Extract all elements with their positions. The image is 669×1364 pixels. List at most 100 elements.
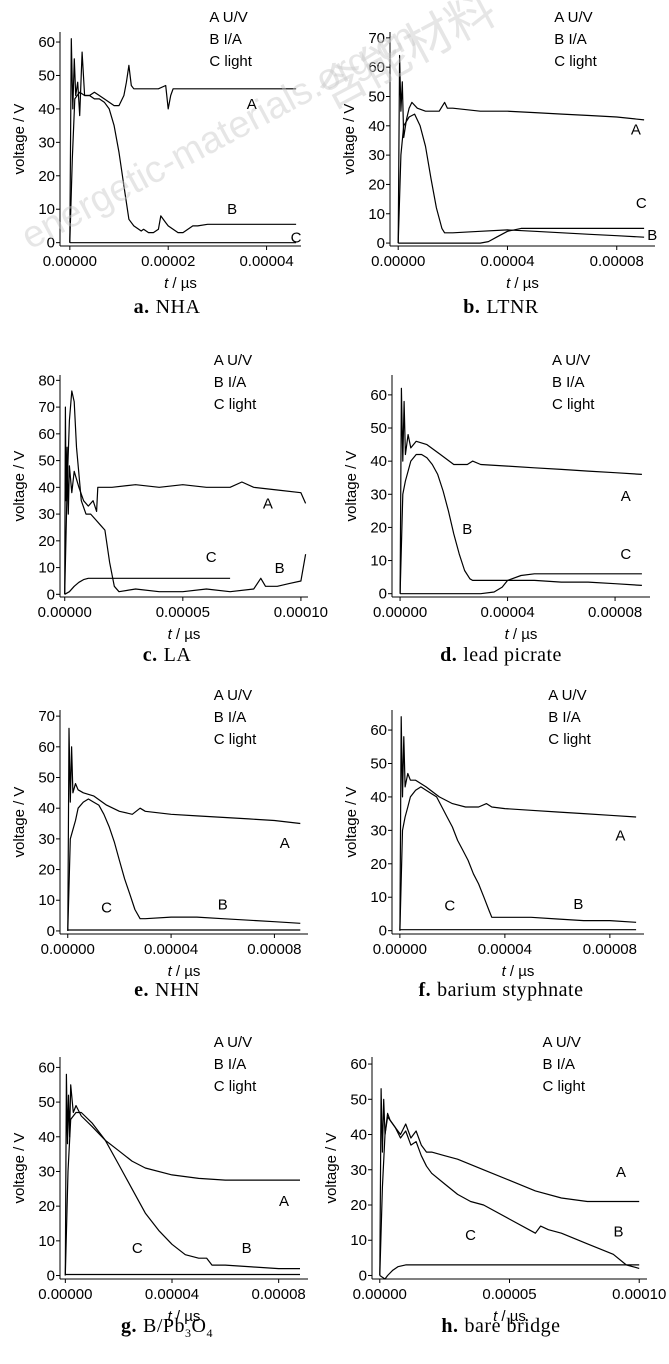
- y-tick-label: 80: [38, 372, 55, 389]
- x-tick-label: 0.00008: [588, 604, 642, 621]
- x-tick-label: 0.00005: [156, 604, 210, 621]
- panel-caption: d. lead picrate: [334, 644, 668, 667]
- y-tick-label: 50: [350, 1091, 367, 1108]
- series-line-B: [399, 453, 642, 594]
- series-line-B: [67, 798, 301, 931]
- curve-label-C: C: [206, 549, 217, 566]
- panel-letter: e.: [134, 979, 150, 1001]
- y-tick-label: 0: [47, 1268, 55, 1285]
- legend-entry: B I/A: [543, 1056, 576, 1073]
- chart-panel-7: 0 10 20 30 40 50 60 0.00000 0.00004 0.00008 voltag…: [11, 1034, 308, 1325]
- x-tick-label: 0.00008: [252, 1286, 306, 1303]
- curve-label-C: C: [636, 195, 647, 212]
- chart-panel-4: 0 10 20 30 40 50 60 0.00000 0.00004 0.00008 voltag…: [343, 352, 650, 643]
- panel-letter: h.: [441, 1315, 459, 1337]
- curve-label-A: A: [279, 1193, 289, 1210]
- curve-label-B: B: [218, 896, 228, 913]
- y-tick-label: 50: [38, 67, 55, 84]
- x-tick-label: 0.00010: [612, 1286, 666, 1303]
- y-tick-label: 20: [38, 1198, 55, 1215]
- y-tick-label: 10: [38, 892, 55, 909]
- curve-label-B: B: [573, 896, 583, 913]
- series-line-B: [64, 1111, 300, 1276]
- y-tick-label: 30: [38, 134, 55, 151]
- y-axis-label: voltage / V: [323, 1133, 340, 1204]
- legend-entry: A U/V: [543, 1034, 581, 1051]
- x-tick-label: 0.00008: [247, 941, 301, 958]
- x-axis-label: t / µs: [164, 275, 197, 292]
- series-line-B: [399, 786, 637, 931]
- curve-label-B: B: [462, 521, 472, 538]
- panel-name: NHA: [155, 296, 201, 318]
- panel-name-part: O: [191, 1315, 207, 1337]
- series-line-B: [64, 390, 307, 595]
- curve-label-B: B: [242, 1240, 252, 1257]
- series-line-A: [69, 38, 297, 243]
- y-tick-label: 30: [370, 822, 387, 839]
- panel-name-subscript: 4: [206, 1326, 213, 1340]
- x-tick-label: 0.00005: [482, 1286, 536, 1303]
- y-tick-label: 20: [38, 168, 55, 185]
- y-tick-label: 0: [47, 235, 55, 252]
- x-axis-label: t / µs: [168, 963, 201, 980]
- y-tick-label: 60: [38, 34, 55, 51]
- x-tick-label: 0.00000: [371, 253, 425, 270]
- series-line-A: [64, 1073, 300, 1276]
- y-tick-label: 40: [38, 479, 55, 496]
- x-tick-label: 0.00000: [353, 1286, 407, 1303]
- y-tick-label: 20: [370, 856, 387, 873]
- legend-entry: A U/V: [548, 687, 586, 704]
- y-tick-label: 50: [38, 770, 55, 787]
- y-tick-label: 20: [38, 533, 55, 550]
- curve-label-C: C: [465, 1227, 476, 1244]
- legend-entry: C light: [552, 396, 595, 413]
- series-line-B: [69, 91, 297, 243]
- y-axis-label: voltage / V: [11, 787, 28, 858]
- y-tick-label: 10: [38, 201, 55, 218]
- y-tick-label: 60: [370, 387, 387, 404]
- x-tick-label: 0.00004: [144, 941, 198, 958]
- x-axis-label: t / µs: [506, 275, 539, 292]
- panel-letter: c.: [142, 644, 158, 666]
- series-line-A: [397, 54, 645, 244]
- series-line-C: [398, 227, 645, 244]
- legend-entry: C light: [214, 1078, 257, 1095]
- curve-label-B: B: [647, 227, 657, 244]
- panel-name: lead picrate: [463, 644, 562, 666]
- y-tick-label: 60: [370, 722, 387, 739]
- curve-label-A: A: [631, 122, 641, 139]
- x-tick-label: 0.00008: [590, 253, 644, 270]
- curve-label-B: B: [613, 1224, 623, 1241]
- chart-panel-8: 0 10 20 30 40 50 60 0.00000 0.00005 0.00010 voltag…: [323, 1034, 666, 1325]
- y-tick-label: 10: [370, 889, 387, 906]
- legend-entry: B I/A: [554, 31, 587, 48]
- legend-entry: A U/V: [214, 352, 252, 369]
- curve-label-C: C: [620, 546, 631, 563]
- legend-entry: C light: [543, 1078, 586, 1095]
- y-tick-label: 50: [38, 1094, 55, 1111]
- y-tick-label: 10: [350, 1232, 367, 1249]
- y-tick-label: 0: [379, 923, 387, 940]
- series-line-C: [400, 573, 642, 595]
- legend-entry: A U/V: [214, 1034, 252, 1051]
- panel-caption: e. NHN: [0, 979, 334, 1002]
- y-tick-label: 20: [350, 1197, 367, 1214]
- y-tick-label: 60: [350, 1056, 367, 1073]
- curve-label-B: B: [275, 560, 285, 577]
- y-tick-label: 30: [370, 486, 387, 503]
- y-tick-label: 40: [368, 118, 385, 135]
- series-line-A: [399, 387, 642, 594]
- y-tick-label: 20: [370, 519, 387, 536]
- legend-entry: A U/V: [554, 9, 592, 26]
- chart-panel-6: 0 10 20 30 40 50 60 0.00000 0.00004 0.00008 voltag…: [343, 687, 644, 980]
- y-tick-label: 0: [359, 1267, 367, 1284]
- x-tick-label: 0.00000: [43, 253, 97, 270]
- y-tick-label: 40: [38, 1129, 55, 1146]
- x-axis-label: t / µs: [502, 963, 535, 980]
- legend-entry: C light: [214, 731, 257, 748]
- series-line-A: [379, 1088, 640, 1276]
- panel-name: LA: [163, 644, 192, 666]
- y-axis-label: voltage / V: [343, 787, 360, 858]
- legend-entry: A U/V: [209, 9, 247, 26]
